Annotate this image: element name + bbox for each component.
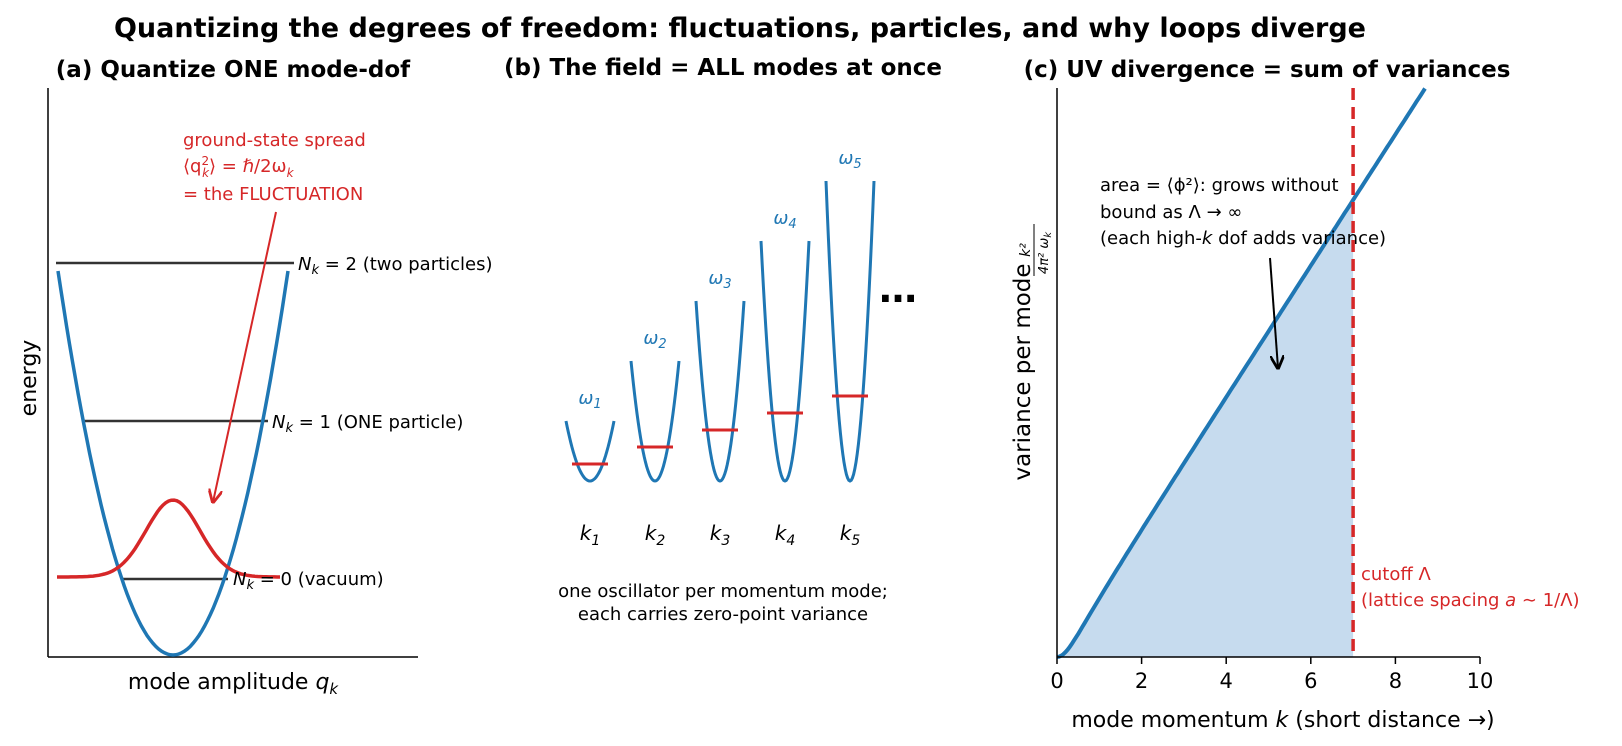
- x-tick-label-6: 6: [1304, 669, 1317, 693]
- mode-well-4: [759, 240, 811, 483]
- cutoff-label-1: cutoff Λ: [1361, 564, 1431, 585]
- panel-c-x-ticks: 0 2 4 6 8 10: [1050, 657, 1493, 693]
- mode-freq-label-5: ω5: [838, 148, 861, 172]
- mode-oscillators: ω1 k1 ω2 k2 ω3 k3 ω4 k4 ω5 k5: [564, 148, 876, 549]
- panel-b-caption-2: each carries zero-point variance: [578, 604, 868, 625]
- panel-c-ylabel-text: variance per mode: [1010, 263, 1036, 480]
- x-tick-label-8: 8: [1389, 669, 1402, 693]
- panel-c-ylabel: variance per mode: [1010, 263, 1036, 480]
- x-tick-label-4: 4: [1220, 669, 1233, 693]
- mode-oscillator-4: ω4 k4: [759, 208, 811, 549]
- mode-k-label-3: k3: [710, 521, 731, 549]
- ground-state-wavefunction: [57, 498, 280, 579]
- cutoff-label-2: (lattice spacing a ∼ 1/Λ): [1361, 590, 1580, 611]
- mode-freq-label-1: ω1: [578, 388, 601, 412]
- formula-denominator: 4π² ωk: [1037, 231, 1054, 274]
- x-tick-label-10: 10: [1467, 669, 1494, 693]
- figure-title: Quantizing the degrees of freedom: fluct…: [114, 13, 1366, 44]
- panel-a-title: (a) Quantize ONE mode-dof: [56, 57, 411, 83]
- area-annotation-line-3: (each high-k dof adds variance): [1100, 228, 1386, 249]
- mode-oscillator-3: ω3 k3: [694, 268, 746, 549]
- cutoff-annotation: cutoff Λ (lattice spacing a ∼ 1/Λ): [1361, 564, 1580, 611]
- mode-well-1: [564, 420, 616, 483]
- level-label-n2: Nk = 2 (two particles): [298, 254, 493, 278]
- panel-b-caption-1: one oscillator per momentum mode;: [558, 581, 888, 602]
- variance-shaded-area: [1057, 200, 1354, 657]
- mode-k-label-1: k1: [580, 521, 601, 549]
- fluctuation-annotation: ground-state spread ⟨q2 k⟩ = ℏ/2ωk = the …: [183, 130, 366, 502]
- mode-well-5: [824, 180, 876, 483]
- panel-a-ylabel: energy: [17, 340, 42, 417]
- annotation-line-3: = the FLUCTUATION: [183, 184, 363, 205]
- mode-well-3: [694, 300, 746, 483]
- mode-freq-label-4: ω4: [773, 208, 796, 232]
- level-label-n1: Nk = 1 (ONE particle): [272, 412, 463, 436]
- panel-b: (b) The field = ALL modes at once ω1 k1 ω2…: [504, 55, 942, 625]
- mode-freq-label-2: ω2: [643, 328, 666, 352]
- panel-b-title: (b) The field = ALL modes at once: [504, 55, 942, 81]
- area-annotation-line-1: area = ⟨ϕ²⟩: grows without: [1100, 175, 1339, 196]
- mode-well-2: [629, 360, 681, 483]
- area-annotation-arrow: [1269, 257, 1278, 368]
- mode-oscillator-1: ω1 k1: [564, 388, 616, 549]
- level-label-n0: Nk = 0 (vacuum): [233, 569, 384, 593]
- mode-k-label-5: k5: [840, 521, 861, 549]
- panel-c-xlabel: mode momentum k (short distance →): [1071, 708, 1494, 733]
- mode-k-label-4: k4: [775, 521, 796, 549]
- mode-k-label-2: k2: [645, 521, 666, 549]
- formula-numerator: k²: [1018, 243, 1034, 257]
- annotation-arrow: [213, 211, 277, 502]
- area-annotation: area = ⟨ϕ²⟩: grows without bound as Λ → …: [1100, 175, 1386, 368]
- annotation-line-2: ⟨q2 k⟩ = ℏ/2ωk: [183, 154, 295, 180]
- x-tick-label-0: 0: [1050, 669, 1063, 693]
- panel-c: (c) UV divergence = sum of variances 0 2 4…: [1010, 57, 1580, 733]
- mode-freq-label-3: ω3: [708, 268, 731, 292]
- annotation-line-1: ground-state spread: [183, 130, 366, 151]
- variance-curve: [1056, 87, 1427, 659]
- ellipsis: …: [879, 267, 917, 311]
- mode-oscillator-5: ω5 k5: [824, 148, 876, 549]
- potential-parabola: [56, 270, 290, 657]
- mode-oscillator-2: ω2 k2: [629, 328, 681, 549]
- panel-c-ylabel-formula: k² 4π² ωk: [1018, 224, 1054, 276]
- x-tick-label-2: 2: [1135, 669, 1148, 693]
- panel-c-title: (c) UV divergence = sum of variances: [1024, 57, 1511, 83]
- area-annotation-line-2: bound as Λ → ∞: [1100, 202, 1242, 223]
- panel-a: (a) Quantize ONE mode-dof energy mode am…: [17, 57, 493, 698]
- panel-a-xlabel: mode amplitude qk: [128, 670, 340, 698]
